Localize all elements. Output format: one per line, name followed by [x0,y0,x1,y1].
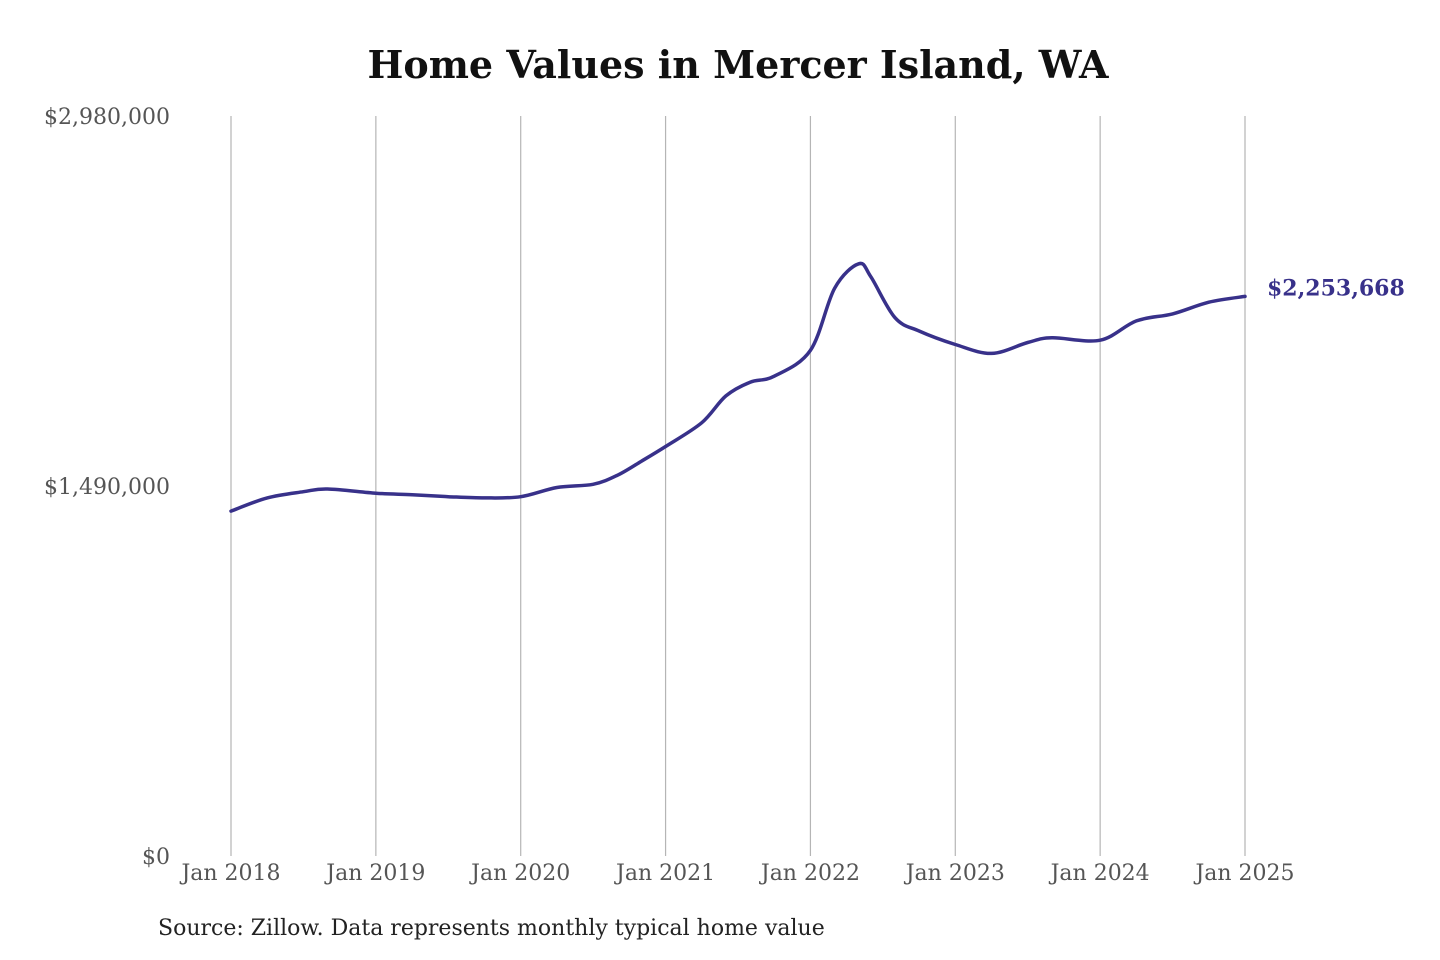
y-tick-label: $2,980,000 [44,105,170,130]
data-point-10 [591,482,595,486]
y-tick-label: $1,490,000 [44,475,170,500]
x-tick-label: Jan 2023 [904,861,1005,886]
data-point-6 [446,495,450,499]
data-point-1 [265,496,269,500]
data-point-7 [483,496,487,500]
x-tick-label: Jan 2019 [324,861,425,886]
data-point-28 [1098,338,1102,342]
data-point-26 [1026,340,1030,344]
data-point-32 [1243,294,1247,298]
data-point-0 [229,509,233,513]
x-tick-label: Jan 2022 [759,861,860,886]
data-point-29 [1134,319,1138,323]
data-point-23 [917,329,921,333]
data-point-31 [1207,300,1211,304]
data-point-12 [639,459,643,463]
gridlines [230,116,1246,856]
y-axis-ticks: $0 $1,490,000 $2,980,000 [44,105,170,870]
data-point-14 [700,421,704,425]
data-point-18 [808,348,812,352]
y-tick-label: $0 [142,845,170,870]
data-point-27 [1050,336,1054,340]
data-point-16 [748,380,752,384]
data-point-11 [615,473,619,477]
chart-title: Home Values in Mercer Island, WA [367,42,1109,87]
x-tick-label: Jan 2018 [179,861,280,886]
end-value-label: $2,253,668 [1267,275,1405,301]
data-point-2 [301,490,305,494]
data-point-19 [833,286,837,290]
data-point-4 [374,491,378,495]
data-point-30 [1171,312,1175,316]
data-point-3 [326,487,330,491]
data-point-5 [410,493,414,497]
data-point-22 [893,316,897,320]
data-point-8 [519,495,523,499]
x-tick-label: Jan 2020 [469,861,570,886]
data-point-20 [857,262,861,266]
data-point-13 [664,445,668,449]
data-point-25 [990,351,994,355]
x-axis-ticks: Jan 2018 Jan 2019 Jan 2020 Jan 2021 Jan 2022… [179,861,1294,886]
data-point-17 [772,374,776,378]
source-note: Source: Zillow. Data represents monthly … [158,916,825,941]
x-tick-label: Jan 2021 [614,861,715,886]
data-point-9 [555,485,559,489]
x-tick-label: Jan 2025 [1193,861,1294,886]
data-point-24 [953,342,957,346]
data-point-15 [724,394,728,398]
data-point-21 [869,275,873,279]
home-value-line [229,261,1247,513]
x-tick-label: Jan 2024 [1049,861,1150,886]
